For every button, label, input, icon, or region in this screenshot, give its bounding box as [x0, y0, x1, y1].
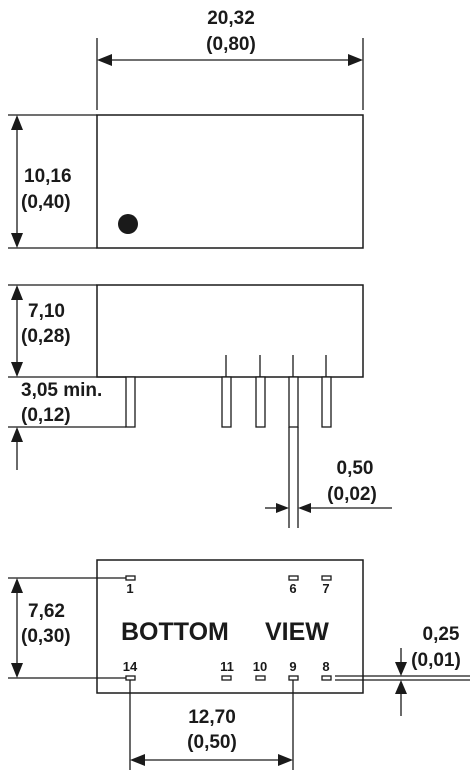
- length-mm-label: 20,32: [207, 8, 255, 29]
- pad-size-mm-label: 0,25: [423, 624, 460, 645]
- side-pin: [221, 376, 232, 428]
- width-inch-label: (0,40): [21, 192, 71, 213]
- side-pin: [288, 376, 299, 428]
- pin-width-mm-label: 0,50: [337, 458, 374, 479]
- height-mm-label: 7,10: [28, 301, 65, 322]
- pad-pin-8: [321, 675, 332, 681]
- pad-size-inch-label: (0,01): [411, 650, 461, 671]
- bottom-view: 1 6 7 BOTTOM VIEW 14 11 10 9 8 7,62 (0,3…: [8, 559, 470, 770]
- pad-pin-11: [221, 675, 232, 681]
- pin-length-inch-label: (0,12): [21, 405, 71, 426]
- bottom-view-title-right: VIEW: [265, 618, 329, 646]
- arrow-icon: [11, 362, 23, 377]
- pin-label-9: 9: [289, 659, 296, 674]
- side-pin: [125, 376, 136, 428]
- side-view: 7,10 (0,28) 3,05 min. (0,12) 0,50 (0,02): [8, 284, 392, 528]
- bottom-view-title-left: BOTTOM: [121, 618, 229, 646]
- row-spacing-inch-label: (0,30): [21, 626, 71, 647]
- arrow-icon: [97, 54, 112, 66]
- pin-label-10: 10: [253, 659, 267, 674]
- pin1-marker-dot: [118, 214, 138, 234]
- arrow-icon: [348, 54, 363, 66]
- row-spacing-mm-label: 7,62: [28, 601, 65, 622]
- pin-label-8: 8: [322, 659, 329, 674]
- arrow-icon: [395, 680, 407, 694]
- pin-label-7: 7: [322, 581, 329, 596]
- side-pin: [255, 376, 266, 428]
- arrow-icon: [11, 115, 23, 130]
- pad-pin-1: [125, 575, 136, 581]
- pad-pin-14: [125, 675, 136, 681]
- top-view: 20,32 (0,80) 10,16 (0,40): [8, 8, 364, 249]
- package-top-outline: [96, 114, 364, 249]
- pin-label-14: 14: [123, 659, 138, 674]
- side-pin: [321, 376, 332, 428]
- arrow-icon: [298, 503, 311, 513]
- pad-pin-9: [288, 675, 299, 681]
- pin-width-inch-label: (0,02): [327, 484, 377, 505]
- arrow-icon: [11, 233, 23, 248]
- pad-pin-6: [288, 575, 299, 581]
- arrow-icon: [11, 285, 23, 300]
- pin-span-mm-label: 12,70: [188, 707, 236, 728]
- arrow-icon: [11, 427, 23, 442]
- length-inch-label: (0,80): [206, 34, 256, 55]
- pad-pin-7: [321, 575, 332, 581]
- arrow-icon: [395, 662, 407, 676]
- arrow-icon: [11, 578, 23, 593]
- height-inch-label: (0,28): [21, 326, 71, 347]
- arrow-icon: [278, 754, 293, 766]
- pad-pin-10: [255, 675, 266, 681]
- arrow-icon: [11, 663, 23, 678]
- arrow-icon: [130, 754, 145, 766]
- package-bottom-outline: [96, 559, 364, 694]
- pin-label-11: 11: [220, 659, 234, 674]
- pin-length-mm-label: 3,05 min.: [21, 380, 102, 401]
- width-mm-label: 10,16: [24, 166, 72, 187]
- pin-span-inch-label: (0,50): [187, 732, 237, 753]
- pin-label-6: 6: [289, 581, 296, 596]
- arrow-icon: [276, 503, 289, 513]
- pin-label-1: 1: [126, 581, 133, 596]
- package-side-outline: [96, 284, 364, 378]
